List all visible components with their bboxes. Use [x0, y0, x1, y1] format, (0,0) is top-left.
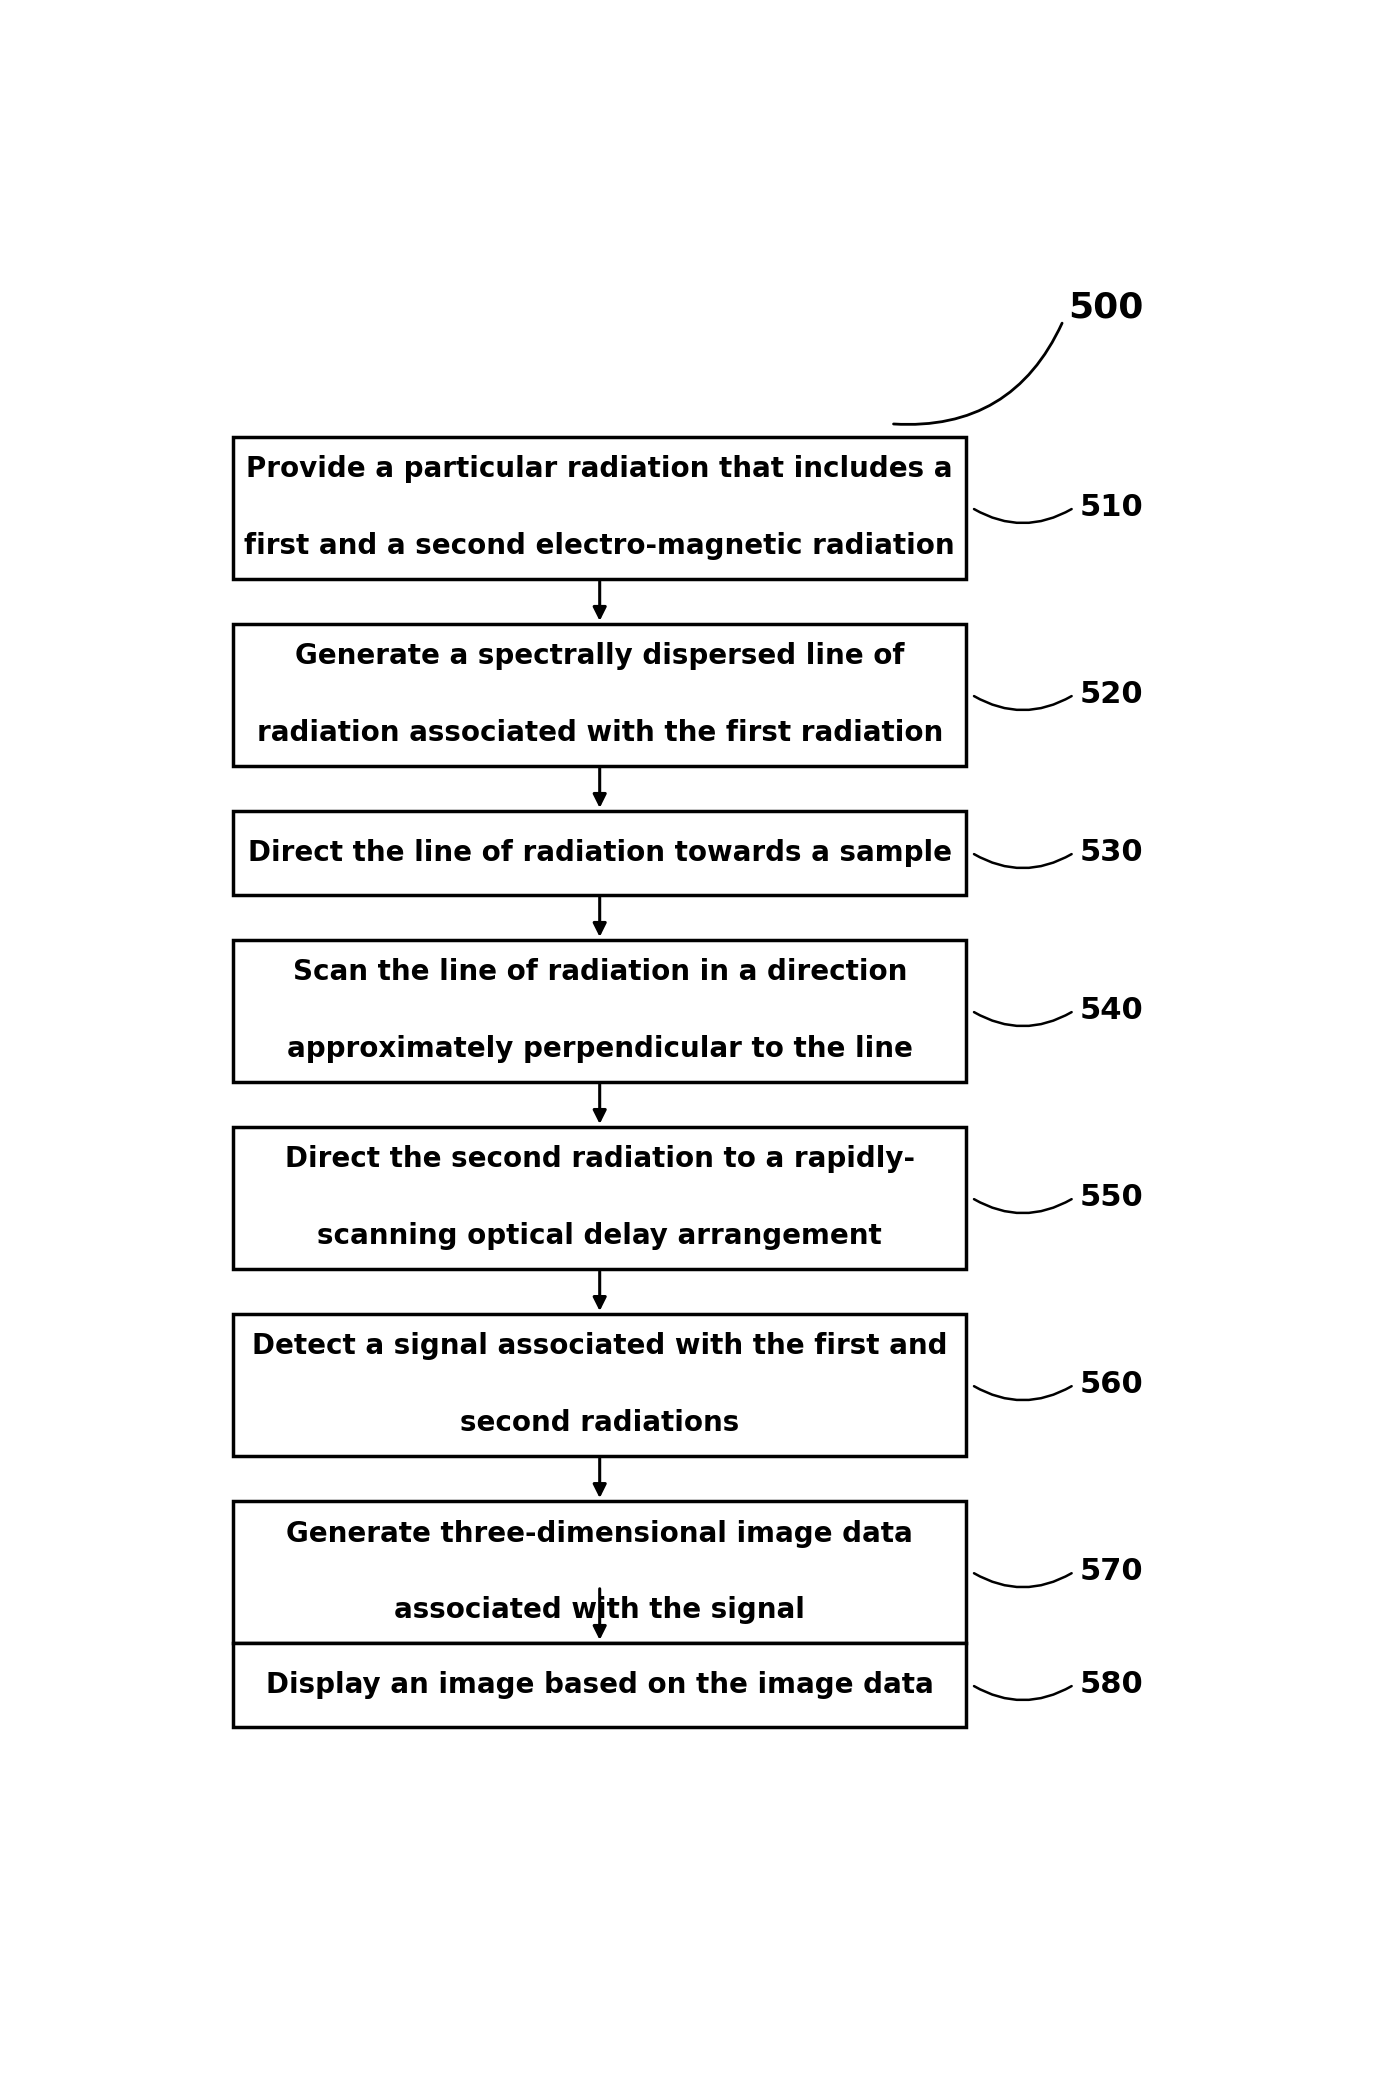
Bar — [234, 940, 967, 1083]
Bar — [234, 1501, 967, 1644]
Text: 580: 580 — [1079, 1671, 1143, 1698]
Text: 550: 550 — [1079, 1183, 1143, 1212]
Text: 530: 530 — [1079, 838, 1143, 867]
Text: Display an image based on the image data: Display an image based on the image data — [266, 1671, 933, 1698]
Text: associated with the signal: associated with the signal — [394, 1596, 805, 1625]
Bar — [234, 438, 967, 578]
Text: radiation associated with the first radiation: radiation associated with the first radi… — [256, 718, 943, 748]
Text: Scan the line of radiation in a direction: Scan the line of radiation in a directio… — [292, 959, 907, 986]
Text: 500: 500 — [1068, 291, 1143, 325]
Text: Detect a signal associated with the first and: Detect a signal associated with the firs… — [252, 1332, 947, 1361]
Text: scanning optical delay arrangement: scanning optical delay arrangement — [317, 1223, 882, 1250]
Text: first and a second electro-magnetic radiation: first and a second electro-magnetic radi… — [245, 532, 956, 559]
Text: Provide a particular radiation that includes a: Provide a particular radiation that incl… — [246, 454, 953, 484]
Text: 520: 520 — [1079, 681, 1143, 710]
Text: Generate three-dimensional image data: Generate three-dimensional image data — [287, 1520, 912, 1547]
Text: second radiations: second radiations — [460, 1409, 740, 1436]
Text: Direct the second radiation to a rapidly-: Direct the second radiation to a rapidly… — [285, 1145, 915, 1173]
Text: 510: 510 — [1079, 494, 1143, 521]
Bar — [234, 1313, 967, 1455]
Text: Generate a spectrally dispersed line of: Generate a spectrally dispersed line of — [295, 643, 904, 670]
Text: Direct the line of radiation towards a sample: Direct the line of radiation towards a s… — [248, 840, 951, 867]
Bar — [234, 1644, 967, 1728]
Bar — [234, 1127, 967, 1269]
Text: 540: 540 — [1079, 997, 1143, 1026]
Text: 570: 570 — [1079, 1558, 1143, 1587]
Text: 560: 560 — [1079, 1369, 1143, 1399]
Bar — [234, 810, 967, 894]
Text: approximately perpendicular to the line: approximately perpendicular to the line — [287, 1034, 912, 1064]
Bar — [234, 624, 967, 766]
